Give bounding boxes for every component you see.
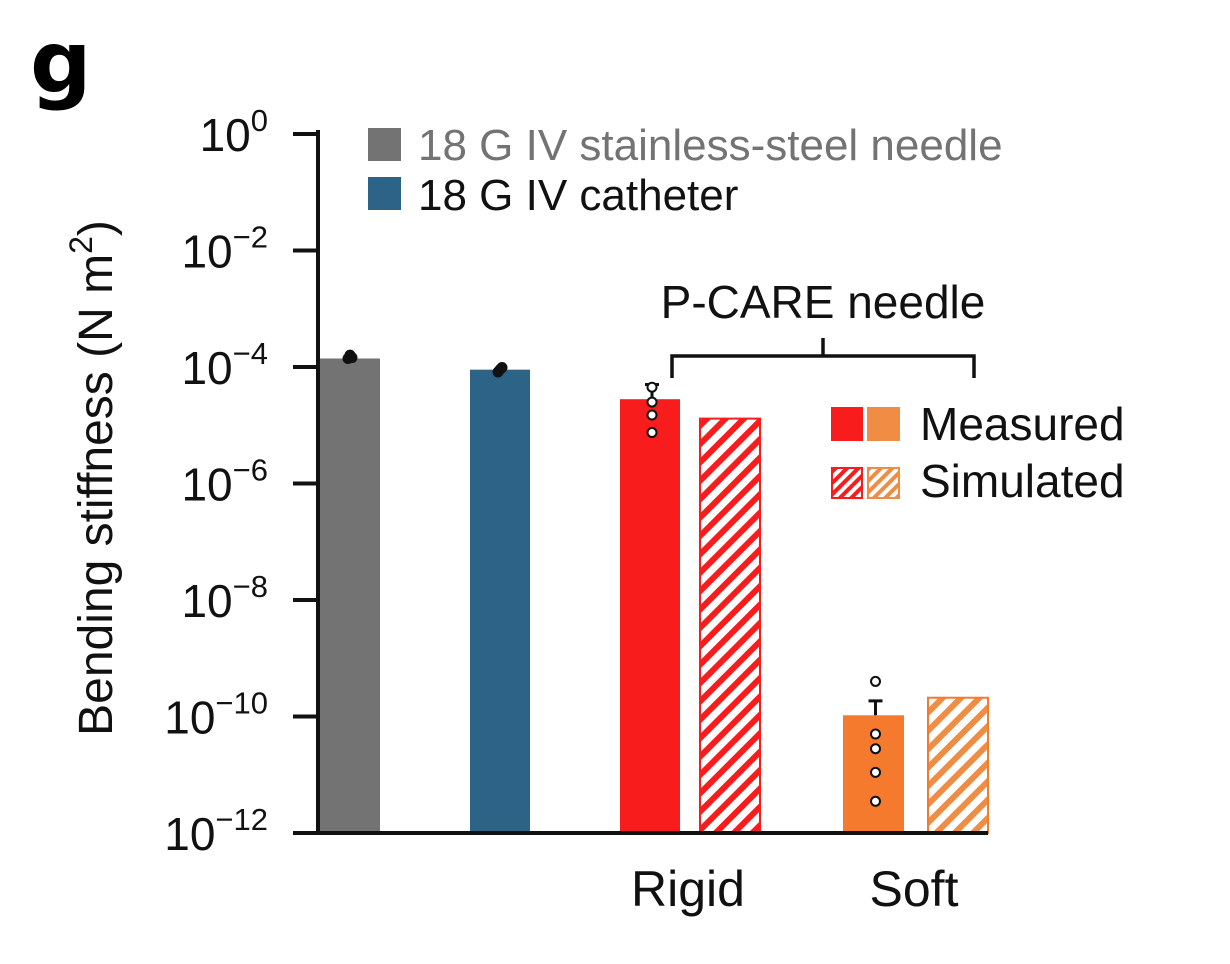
bar-0 (320, 358, 380, 833)
y-tick-label-0: 100 (200, 103, 268, 161)
p-care-bracket: P-CARE needle (661, 276, 986, 378)
data-point-4-3 (870, 766, 881, 778)
bar-1 (470, 369, 530, 833)
bracket-line (670, 338, 976, 378)
data-point-4-1 (870, 728, 881, 740)
legend-swatch-catheter (368, 177, 401, 210)
data-points (342, 349, 883, 807)
category-label-soft: Soft (870, 861, 959, 917)
legend-swatch-needle (368, 128, 401, 161)
y-tick-label-1: 10−2 (181, 220, 268, 278)
data-point-4-0 (870, 675, 881, 687)
bar-5 (927, 696, 989, 834)
category-label-rigid: Rigid (631, 861, 745, 917)
data-point-4-4 (870, 795, 881, 807)
bar-2 (620, 399, 680, 833)
data-point-2-0 (646, 381, 658, 393)
pattern-legend: Measured Simulated (831, 398, 1125, 507)
legend-label-simulated: Simulated (920, 455, 1125, 507)
legend-label-measured: Measured (920, 398, 1125, 450)
data-point-2-2 (646, 409, 658, 421)
bars (320, 358, 989, 834)
legend-measured-swatch-orange (867, 407, 900, 441)
error-bar-4 (868, 699, 883, 716)
legend-label-needle: 18 G IV stainless-steel needle (418, 121, 1003, 170)
y-tick-label-3: 10−6 (181, 453, 268, 511)
y-tick-label-5: 10−10 (164, 686, 268, 744)
legend-label-catheter: 18 G IV catheter (418, 171, 738, 220)
legend: 18 G IV stainless-steel needle 18 G IV c… (368, 121, 1003, 220)
data-point-0-2 (346, 352, 358, 364)
panel-label: g (30, 13, 92, 113)
data-point-2-3 (646, 427, 658, 439)
bar-3 (699, 417, 761, 834)
data-point-1-2 (496, 362, 508, 374)
data-point-4-2 (870, 743, 881, 755)
legend-measured-swatch-red (831, 407, 863, 441)
bracket-label: P-CARE needle (661, 276, 986, 328)
y-axis-ticks: 100 10−2 10−4 10−6 10−8 10−10 10−12 (164, 103, 318, 860)
data-point-2-1 (646, 396, 658, 408)
legend-simulated-swatch-red (831, 467, 863, 499)
y-tick-label-6: 10−12 (164, 802, 268, 860)
y-tick-label-2: 10−4 (181, 336, 268, 394)
y-tick-label-4: 10−8 (181, 569, 268, 627)
legend-simulated-swatch-orange (867, 467, 900, 499)
y-axis-label: Bending stiffness (N m2) (63, 220, 123, 736)
